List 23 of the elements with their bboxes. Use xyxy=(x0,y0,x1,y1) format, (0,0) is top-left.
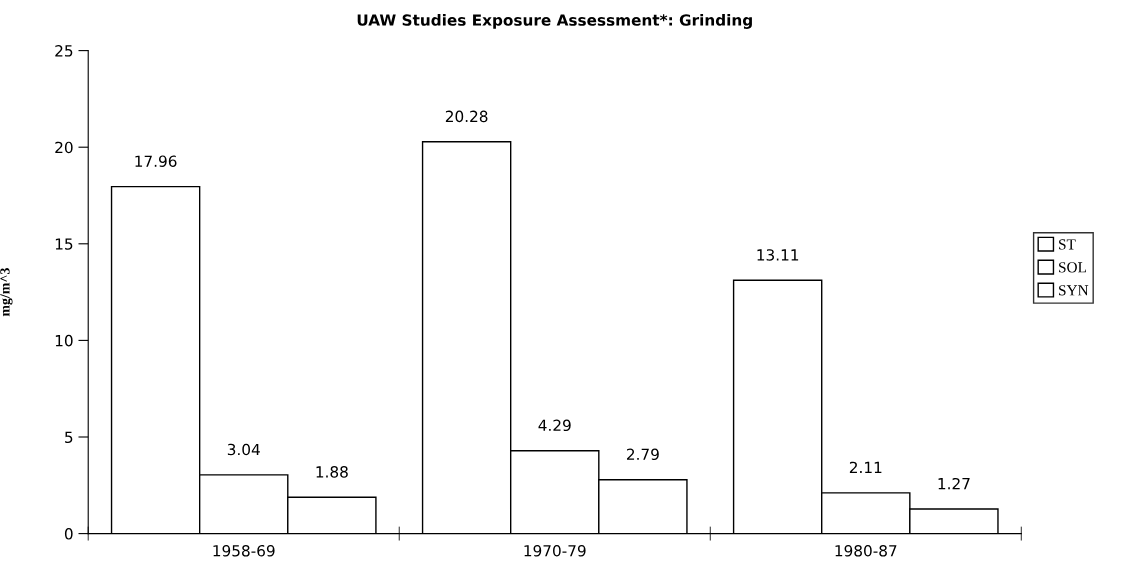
x-tick-label: 1958-69 xyxy=(213,544,275,557)
legend-label: SOL xyxy=(1059,262,1086,273)
y-tick-label: 25 xyxy=(55,45,73,57)
data-label: 17.96 xyxy=(135,155,177,167)
y-axis-title: mg/m^3 xyxy=(0,268,13,317)
x-tick-label: 1980-87 xyxy=(835,544,897,557)
legend-label: SYN xyxy=(1059,285,1089,296)
y-tick-label: 15 xyxy=(55,238,73,250)
legend-label: ST xyxy=(1059,239,1076,250)
data-label: 3.04 xyxy=(227,443,260,456)
data-label: 13.11 xyxy=(757,249,799,261)
data-label: 1.27 xyxy=(938,477,970,490)
data-label: 4.29 xyxy=(538,419,571,432)
chart-title: UAW Studies Exposure Assessment*: Grinding xyxy=(357,13,752,29)
y-tick-label: 0 xyxy=(64,528,73,540)
x-tick-label: 1970-79 xyxy=(524,544,586,557)
data-label: 20.28 xyxy=(445,110,488,123)
data-label: 2.79 xyxy=(626,448,659,461)
data-label: 2.11 xyxy=(849,461,882,473)
y-tick-label: 10 xyxy=(55,334,73,347)
y-tick-label: 5 xyxy=(65,431,73,444)
y-tick-label: 20 xyxy=(55,141,73,154)
data-label: 1.88 xyxy=(316,466,348,478)
